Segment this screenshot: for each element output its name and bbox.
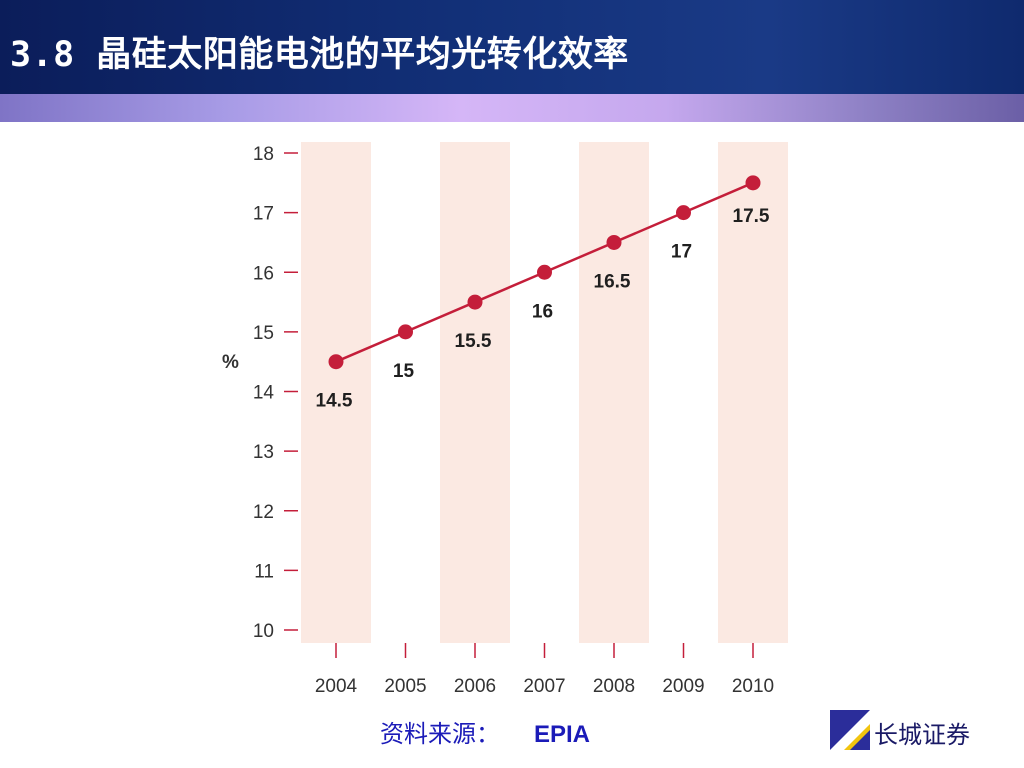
y-tick-label-15: 15: [253, 323, 274, 344]
data-point-2010: [745, 175, 761, 191]
chart-band-2010: [718, 142, 788, 643]
data-label-2004: 14.5: [316, 391, 353, 412]
chart-band-2006: [440, 142, 510, 643]
data-point-2009: [676, 205, 691, 221]
header-bar: 3.8 晶硅太阳能电池的平均光转化效率: [0, 0, 1024, 94]
data-point-2006: [467, 294, 483, 310]
y-tick-label-14: 14: [253, 383, 275, 404]
data-point-2004: [328, 354, 344, 370]
brand-name: 长城证券: [874, 721, 970, 749]
data-label-2006: 15.5: [455, 331, 492, 352]
x-tick-label-2007: 2007: [523, 676, 565, 697]
x-tick-label-2010: 2010: [732, 676, 774, 697]
x-tick-label-2009: 2009: [662, 676, 704, 697]
x-tick-label-2005: 2005: [384, 676, 426, 697]
y-tick-label-18: 18: [253, 144, 274, 165]
page-title: 3.8 晶硅太阳能电池的平均光转化效率: [10, 35, 629, 75]
y-tick-label-10: 10: [253, 621, 274, 642]
y-tick-label-12: 12: [253, 502, 274, 523]
chart-band-2008: [579, 142, 649, 643]
data-label-2007: 16: [532, 301, 553, 322]
chart-band-2004: [301, 142, 371, 643]
x-tick-label-2006: 2006: [454, 676, 496, 697]
y-tick-label-16: 16: [253, 263, 274, 284]
brand-logo: 长城证券: [830, 710, 1010, 752]
data-label-2010: 17.5: [733, 206, 770, 227]
y-tick-label-13: 13: [253, 442, 274, 463]
x-tick-label-2008: 2008: [593, 676, 635, 697]
y-tick-label-11: 11: [254, 561, 274, 582]
y-tick-label-17: 17: [253, 204, 274, 225]
header-accent-band: [0, 94, 1024, 122]
data-label-2008: 16.5: [594, 271, 631, 292]
data-point-2007: [537, 264, 552, 280]
y-axis-label: %: [222, 352, 239, 373]
data-point-2005: [398, 324, 413, 340]
data-point-2008: [606, 234, 622, 250]
data-label-2005: 15: [393, 361, 415, 382]
x-tick-label-2004: 2004: [315, 676, 358, 697]
source-name: EPIA: [534, 721, 591, 748]
brand-logo-icon: [830, 710, 870, 750]
source-label: 资料来源：: [380, 720, 500, 748]
source-note: 资料来源： EPIA: [380, 714, 590, 749]
data-label-2009: 17: [671, 242, 692, 263]
